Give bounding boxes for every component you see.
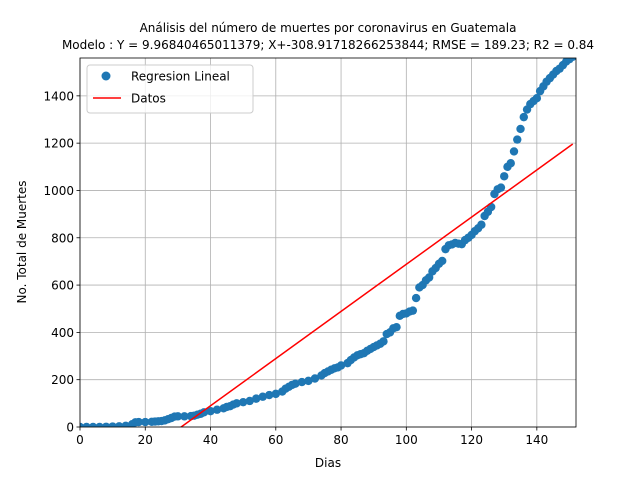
scatter-point — [438, 256, 447, 266]
y-tick-label: 1400 — [43, 89, 74, 103]
scatter-point — [101, 422, 111, 427]
legend-label-scatter: Regresion Lineal — [131, 70, 230, 84]
x-tick-label: 40 — [203, 433, 218, 447]
x-tick-label: 60 — [268, 433, 283, 447]
scatter-point — [238, 397, 248, 407]
scatter-point — [516, 124, 525, 134]
x-tick-label: 140 — [525, 433, 548, 447]
scatter-point — [477, 220, 486, 229]
scatter-point — [310, 374, 320, 383]
scatter-point — [88, 422, 98, 427]
scatter-point — [532, 94, 542, 103]
x-tick-label: 80 — [333, 433, 348, 447]
y-axis: 0 200 400 600 800 1000 1200 1400 — [43, 89, 80, 435]
scatter-point — [506, 159, 515, 168]
y-tick-label: 200 — [51, 373, 74, 387]
scatter-point — [206, 406, 215, 416]
scatter-point — [411, 293, 421, 303]
y-tick-label: 1200 — [43, 137, 74, 151]
y-tick-label: 400 — [51, 326, 74, 340]
scatter-point — [199, 408, 209, 417]
scatter-series — [80, 58, 576, 427]
scatter-point — [496, 183, 506, 192]
scatter-point — [265, 390, 274, 400]
scatter-point — [258, 392, 267, 401]
scatter-point — [513, 135, 522, 144]
scatter-point — [134, 417, 143, 427]
plot-area — [80, 58, 576, 427]
scatter-point — [297, 377, 307, 387]
legend-label-line: Datos — [131, 92, 166, 106]
scatter-point — [379, 337, 388, 346]
x-axis-label: Dias — [315, 456, 341, 470]
scatter-point — [271, 389, 280, 399]
scatter-point — [509, 147, 519, 156]
legend-marker-scatter — [101, 71, 111, 81]
chart-subtitle: Modelo : Y = 9.96840465011379; X+-308.91… — [62, 38, 594, 52]
y-tick-label: 1000 — [43, 184, 74, 198]
scatter-point — [408, 306, 418, 315]
y-tick-label: 800 — [51, 231, 74, 245]
scatter-point — [568, 58, 576, 62]
scatter-point — [121, 421, 130, 427]
axes-frame — [79, 57, 577, 428]
y-tick-label: 0 — [66, 421, 74, 435]
regression-line — [179, 143, 574, 427]
scatter-point — [95, 422, 104, 427]
scatter-point — [108, 422, 117, 427]
scatter-point — [232, 399, 241, 408]
scatter-point — [500, 172, 509, 181]
scatter-point — [252, 394, 261, 403]
scatter-point — [173, 412, 183, 421]
legend-box — [86, 64, 254, 114]
chart-title: Análisis del número de muertes por coron… — [140, 21, 517, 35]
scatter-point — [180, 412, 189, 421]
scatter-point — [141, 417, 150, 427]
legend: Regresion Lineal Datos — [86, 64, 254, 114]
scatter-point — [304, 376, 313, 386]
y-axis-label: No. Total de Muertes — [15, 180, 29, 303]
x-tick-label: 100 — [395, 433, 418, 447]
scatter-point — [212, 405, 222, 414]
scatter-point — [392, 322, 401, 332]
scatter-point — [424, 273, 434, 282]
x-axis: 0 20 40 60 80 100 120 140 — [76, 427, 548, 447]
x-tick-label: 120 — [460, 433, 483, 447]
x-tick-label: 20 — [138, 433, 153, 447]
scatter-point — [82, 422, 91, 427]
scatter-point — [245, 396, 254, 406]
x-tick-label: 0 — [76, 433, 84, 447]
y-tick-label: 600 — [51, 279, 74, 293]
scatter-point — [336, 361, 346, 370]
scatter-point — [114, 422, 124, 427]
scatter-point — [486, 202, 496, 212]
line-series — [179, 143, 574, 427]
scatter-point — [291, 379, 300, 388]
scatter-point — [519, 112, 528, 122]
